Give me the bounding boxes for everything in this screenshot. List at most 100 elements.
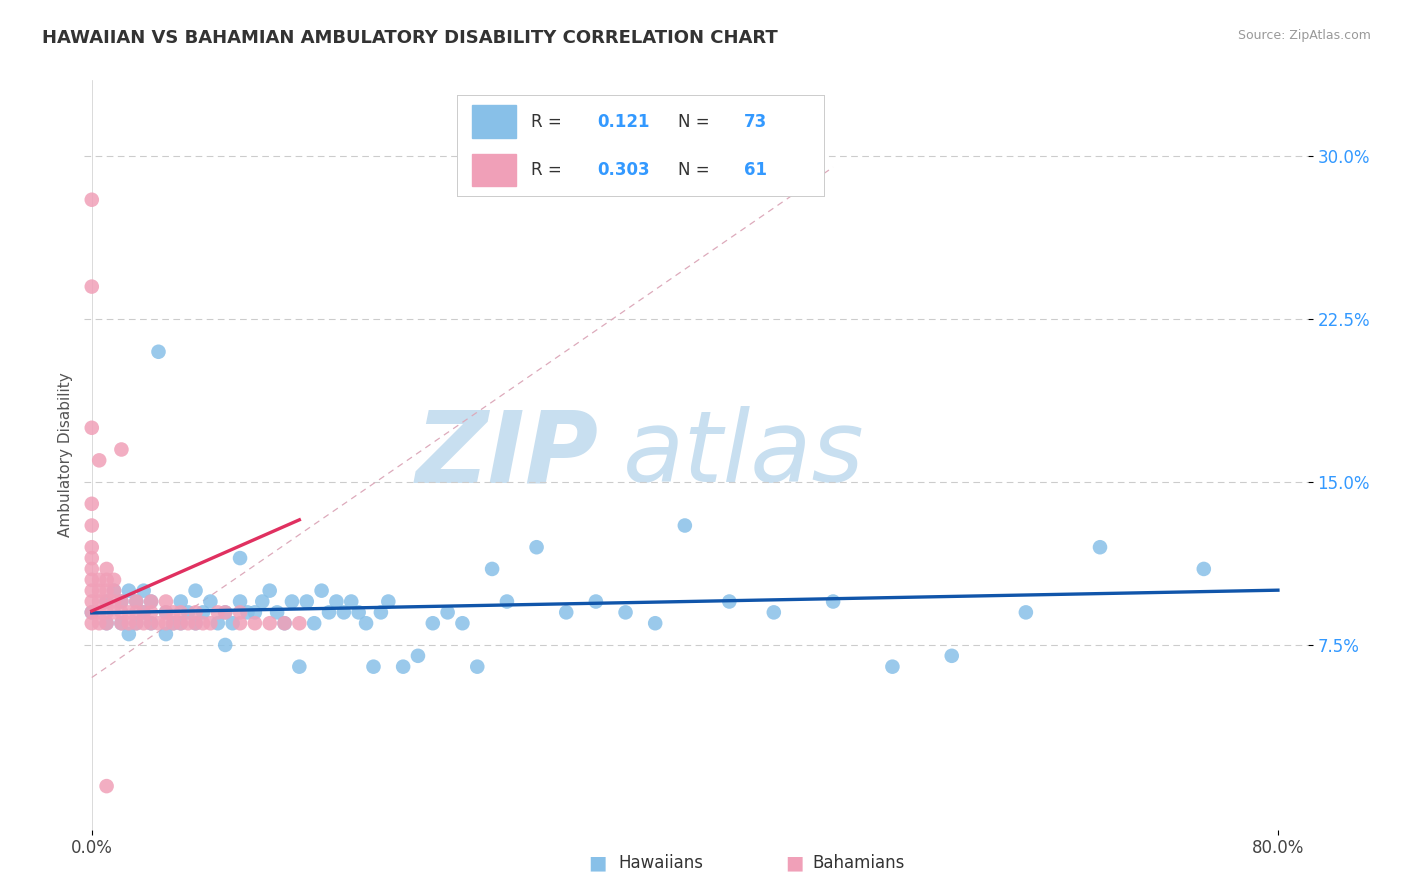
Point	[118, 616, 141, 631]
Point	[125, 594, 148, 608]
Point	[644, 616, 666, 631]
Point	[80, 606, 103, 620]
Text: ■: ■	[785, 854, 804, 872]
Point	[526, 540, 548, 554]
Point	[281, 594, 304, 608]
Point	[184, 616, 207, 631]
Point	[155, 627, 177, 641]
Point	[162, 616, 184, 631]
Point	[214, 638, 236, 652]
Point	[273, 616, 295, 631]
Point	[170, 606, 193, 620]
Point	[103, 583, 125, 598]
Point	[184, 583, 207, 598]
Point	[89, 583, 111, 598]
Point	[1088, 540, 1111, 554]
Point	[252, 594, 274, 608]
Point	[354, 616, 377, 631]
Point	[110, 442, 132, 457]
Point	[155, 594, 177, 608]
Point	[311, 583, 333, 598]
Point	[103, 606, 125, 620]
Point	[673, 518, 696, 533]
Point	[148, 616, 170, 631]
Point	[80, 193, 103, 207]
Point	[96, 573, 118, 587]
Point	[370, 606, 392, 620]
Text: HAWAIIAN VS BAHAMIAN AMBULATORY DISABILITY CORRELATION CHART: HAWAIIAN VS BAHAMIAN AMBULATORY DISABILI…	[42, 29, 778, 46]
Point	[132, 583, 155, 598]
Point	[162, 606, 184, 620]
Point	[139, 594, 162, 608]
Point	[80, 540, 103, 554]
Point	[614, 606, 637, 620]
Point	[139, 616, 162, 631]
Point	[125, 594, 148, 608]
Point	[465, 659, 488, 673]
Text: Bahamians: Bahamians	[813, 855, 905, 872]
Point	[177, 606, 200, 620]
Point	[103, 573, 125, 587]
Point	[273, 616, 295, 631]
Point	[96, 616, 118, 631]
Point	[80, 518, 103, 533]
Point	[229, 551, 252, 566]
Point	[132, 606, 155, 620]
Point	[266, 606, 288, 620]
Point	[177, 616, 200, 631]
Point	[229, 616, 252, 631]
Point	[243, 616, 266, 631]
Point	[96, 606, 118, 620]
Point	[302, 616, 325, 631]
Y-axis label: Ambulatory Disability: Ambulatory Disability	[58, 373, 73, 537]
Point	[236, 606, 259, 620]
Text: ZIP: ZIP	[415, 407, 598, 503]
Point	[125, 616, 148, 631]
Point	[170, 594, 193, 608]
Point	[288, 616, 311, 631]
Point	[80, 551, 103, 566]
Point	[347, 606, 370, 620]
Point	[110, 606, 132, 620]
Point	[139, 606, 162, 620]
Text: Hawaiians: Hawaiians	[619, 855, 703, 872]
Point	[229, 606, 252, 620]
Text: atlas: atlas	[623, 407, 865, 503]
Point	[89, 616, 111, 631]
Point	[214, 606, 236, 620]
Point	[585, 594, 607, 608]
Point	[89, 594, 111, 608]
Point	[80, 562, 103, 576]
Point	[214, 606, 236, 620]
Point	[103, 594, 125, 608]
Point	[89, 453, 111, 467]
Point	[80, 279, 103, 293]
Point	[118, 627, 141, 641]
Point	[125, 616, 148, 631]
Point	[110, 594, 132, 608]
Point	[718, 594, 741, 608]
Point	[184, 616, 207, 631]
Point	[221, 616, 243, 631]
Point	[110, 594, 132, 608]
Point	[103, 583, 125, 598]
Point	[1015, 606, 1038, 620]
Point	[80, 421, 103, 435]
Point	[941, 648, 963, 663]
Point	[340, 594, 363, 608]
Point	[229, 594, 252, 608]
Point	[155, 616, 177, 631]
Point	[155, 606, 177, 620]
Point	[96, 562, 118, 576]
Point	[295, 594, 318, 608]
Point	[132, 606, 155, 620]
Point	[191, 616, 214, 631]
Point	[162, 616, 184, 631]
Point	[243, 606, 266, 620]
Point	[200, 594, 222, 608]
Point	[132, 616, 155, 631]
Point	[481, 562, 503, 576]
Point	[139, 616, 162, 631]
Point	[96, 583, 118, 598]
Point	[96, 594, 118, 608]
